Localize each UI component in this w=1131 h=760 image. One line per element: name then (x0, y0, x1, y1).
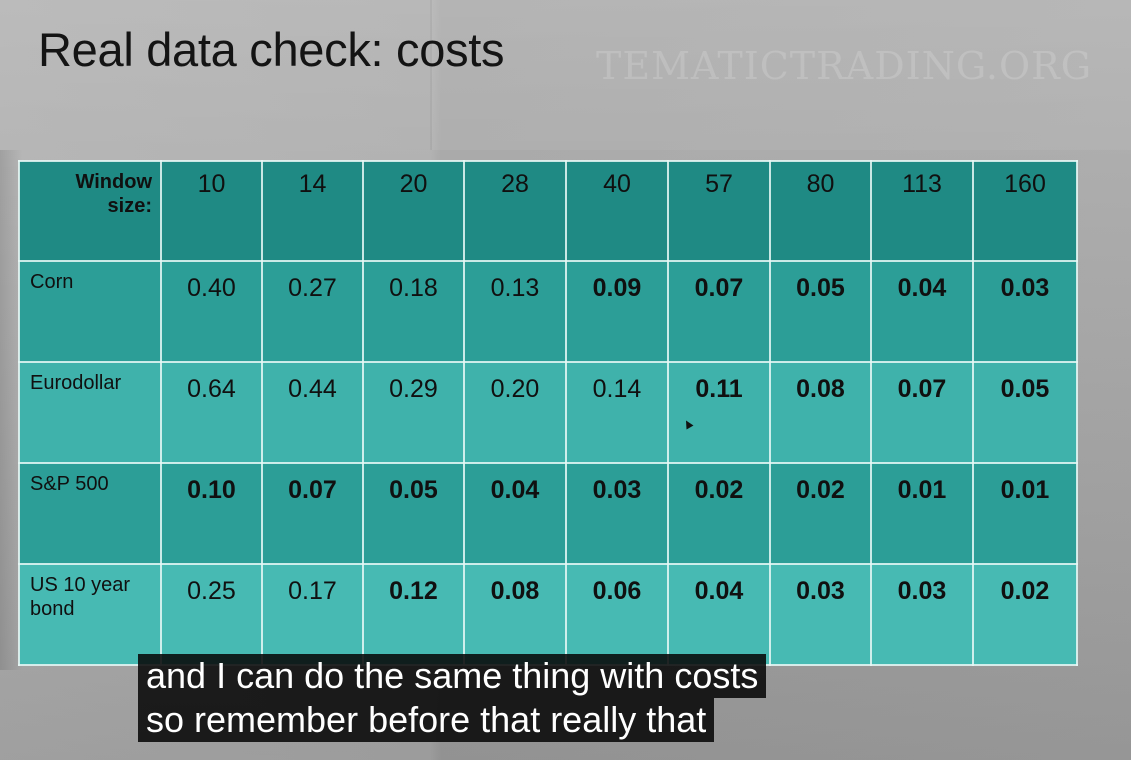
table-row: Eurodollar 0.64 0.44 0.29 0.20 0.14 0.11 0.08 0.… (18, 361, 1078, 464)
watermark-text: TEMATICTRADING.ORG (596, 44, 1093, 88)
window-size-113: 113 (870, 160, 974, 262)
cost-cell: 0.20 (463, 361, 567, 464)
slide-title: Real data check: costs (38, 23, 505, 76)
row-label: Eurodollar (18, 361, 162, 464)
window-size-20: 20 (362, 160, 465, 262)
background-panel (430, 0, 1131, 150)
cost-cell: 0.13 (463, 260, 567, 363)
window-size-14: 14 (261, 160, 364, 262)
cost-cell: 0.03 (972, 260, 1078, 363)
cost-cell: 0.12 (362, 563, 465, 666)
cost-cell: 0.14 (565, 361, 669, 464)
table-row: S&P 500 0.10 0.07 0.05 0.04 0.03 0.02 0.02 0.01 0… (18, 462, 1078, 565)
cost-cell: 0.17 (261, 563, 364, 666)
cost-cell: 0.29 (362, 361, 465, 464)
table-body: Corn 0.40 0.27 0.18 0.13 0.09 0.07 0.05 0.04 0.03… (18, 260, 1078, 666)
cost-cell: 0.05 (769, 260, 872, 363)
subtitle-captions: and I can do the same thing with costs s… (138, 654, 767, 742)
cost-table-container: Window size: 10 14 20 28 40 57 80 113 16… (18, 160, 1078, 666)
cost-cell: 0.25 (160, 563, 263, 666)
table-row: Corn 0.40 0.27 0.18 0.13 0.09 0.07 0.05 0.04 0.03 (18, 260, 1078, 363)
cost-cell: 0.06 (565, 563, 669, 666)
cost-cell: 0.03 (870, 563, 974, 666)
window-size-57: 57 (667, 160, 771, 262)
cost-cell: 0.02 (769, 462, 872, 565)
header-row: Window size: 10 14 20 28 40 57 80 113 16… (18, 160, 1078, 262)
cost-cell: 0.08 (769, 361, 872, 464)
cost-cell: 0.40 (160, 260, 263, 363)
cost-cell: 0.02 (667, 462, 771, 565)
cost-cell: 0.09 (565, 260, 669, 363)
row-label: US 10 year bond (18, 563, 162, 666)
row-label: S&P 500 (18, 462, 162, 565)
window-size-10: 10 (160, 160, 263, 262)
cost-cell: 0.08 (463, 563, 567, 666)
row-label: Corn (18, 260, 162, 363)
window-size-80: 80 (769, 160, 872, 262)
table-row: US 10 year bond 0.25 0.17 0.12 0.08 0.06 0.04 0… (18, 563, 1078, 666)
cost-cell: 0.64 (160, 361, 263, 464)
cost-cell: 0.07 (261, 462, 364, 565)
cost-cell: 0.05 (362, 462, 465, 565)
window-size-160: 160 (972, 160, 1078, 262)
cost-cell: 0.01 (870, 462, 974, 565)
cost-cell: 0.11 (667, 361, 771, 464)
cost-cell: 0.04 (463, 462, 567, 565)
cost-cell: 0.05 (972, 361, 1078, 464)
cost-cell: 0.27 (261, 260, 364, 363)
cost-cell: 0.02 (972, 563, 1078, 666)
window-size-header: Window size: (18, 160, 162, 262)
cost-cell: 0.04 (870, 260, 974, 363)
cost-cell: 0.44 (261, 361, 364, 464)
cost-cell: 0.03 (565, 462, 669, 565)
cost-cell: 0.04 (667, 563, 771, 666)
cost-table: Window size: 10 14 20 28 40 57 80 113 16… (18, 160, 1078, 666)
cost-cell: 0.07 (667, 260, 771, 363)
cost-cell: 0.03 (769, 563, 872, 666)
cost-cell: 0.07 (870, 361, 974, 464)
caption-line-2: so remember before that really that (138, 698, 715, 742)
window-size-28: 28 (463, 160, 567, 262)
background-shadow (0, 150, 22, 670)
window-size-40: 40 (565, 160, 669, 262)
cost-cell: 0.18 (362, 260, 465, 363)
cost-cell: 0.01 (972, 462, 1078, 565)
caption-line-1: and I can do the same thing with costs (138, 654, 767, 698)
cost-cell: 0.10 (160, 462, 263, 565)
